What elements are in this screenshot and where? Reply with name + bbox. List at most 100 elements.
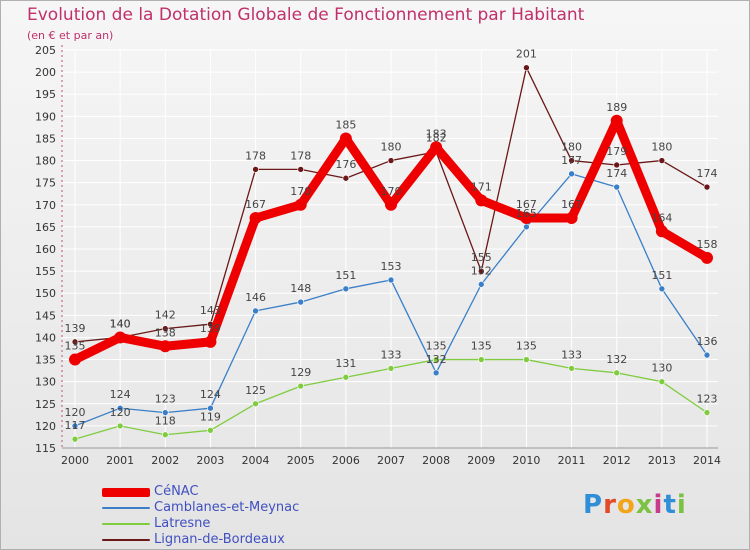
data-label: 123 (155, 393, 176, 406)
data-point (613, 161, 621, 169)
data-label: 125 (245, 384, 266, 397)
data-point (204, 335, 217, 348)
data-label: 124 (110, 388, 131, 401)
logo-letter: r (603, 490, 617, 520)
data-point (294, 198, 307, 211)
data-point (613, 369, 621, 377)
x-tick-label: 2002 (151, 454, 179, 467)
data-label: 120 (110, 406, 131, 419)
data-label: 139 (65, 322, 86, 335)
data-point (475, 194, 488, 207)
logo-letter: i (676, 490, 687, 520)
data-label: 174 (697, 167, 718, 180)
legend-swatch (102, 539, 150, 541)
data-point (658, 378, 666, 385)
data-label: 153 (381, 260, 402, 273)
data-point (159, 340, 172, 353)
data-point (703, 409, 711, 416)
data-point (520, 212, 533, 225)
data-point (703, 351, 711, 359)
data-label: 132 (606, 353, 627, 366)
data-point (249, 212, 262, 225)
data-point (568, 157, 575, 164)
data-point (114, 331, 127, 344)
y-tick-label: 120 (35, 420, 56, 433)
data-label: 129 (290, 366, 311, 379)
data-point (297, 298, 305, 306)
x-tick-label: 2011 (558, 454, 586, 467)
data-point (658, 157, 666, 164)
data-label: 180 (381, 141, 402, 154)
data-label: 136 (697, 335, 718, 348)
series-Latresne (71, 356, 711, 443)
y-tick-label: 190 (35, 110, 56, 123)
data-label: 178 (245, 149, 266, 162)
proxiti-logo: Proxiti (583, 490, 687, 520)
data-label: 139 (200, 322, 221, 335)
y-tick-label: 180 (35, 155, 56, 168)
y-tick-label: 165 (35, 221, 56, 234)
data-label: 119 (200, 410, 221, 423)
legend-label: CéNAC (154, 484, 199, 499)
legend-item: Lignan-de-Bordeaux (102, 532, 299, 548)
x-tick-label: 2010 (512, 454, 540, 467)
data-point (658, 285, 666, 293)
data-label: 138 (155, 326, 176, 339)
data-label: 123 (697, 393, 718, 406)
data-label: 155 (471, 251, 492, 264)
logo-letter: x (635, 490, 654, 520)
legend-label: Latresne (154, 516, 211, 531)
data-point (523, 223, 530, 231)
data-label: 132 (426, 353, 447, 366)
data-label: 180 (561, 141, 582, 154)
data-point (477, 356, 485, 363)
y-tick-label: 145 (35, 309, 56, 322)
data-label: 170 (381, 185, 402, 198)
chart-title: Evolution de la Dotation Globale de Fonc… (27, 5, 585, 25)
data-point (655, 225, 668, 238)
data-point (71, 338, 79, 346)
data-label: 167 (561, 198, 582, 211)
data-point (339, 132, 352, 145)
x-tick-label: 2003 (196, 454, 224, 467)
data-label: 151 (651, 269, 672, 282)
data-label: 140 (110, 317, 131, 330)
data-point (71, 422, 79, 430)
x-tick-label: 2007 (377, 454, 405, 467)
data-point (432, 356, 440, 363)
data-label: 140 (110, 317, 131, 330)
x-tick-label: 2013 (648, 454, 676, 467)
data-label: 177 (561, 154, 582, 167)
data-point (701, 251, 713, 264)
y-tick-label: 140 (35, 331, 56, 344)
data-label: 182 (426, 132, 447, 145)
data-label: 142 (155, 309, 176, 322)
data-point (116, 404, 124, 412)
data-point (568, 170, 575, 178)
legend-swatch (102, 507, 150, 509)
data-label: 178 (290, 149, 311, 162)
data-label: 165 (516, 207, 537, 220)
legend-item: CéNAC (102, 484, 299, 500)
x-tick-label: 2004 (242, 454, 270, 467)
data-label: 179 (606, 145, 627, 158)
y-tick-label: 155 (35, 265, 56, 278)
data-label: 183 (426, 127, 447, 140)
data-label: 171 (471, 180, 492, 193)
x-tick-label: 2001 (106, 454, 134, 467)
data-point (387, 276, 395, 284)
data-label: 133 (381, 348, 402, 361)
series-layer (69, 64, 713, 443)
data-point (161, 409, 169, 416)
y-tick-label: 170 (35, 199, 56, 212)
data-point (297, 166, 305, 173)
data-point (387, 157, 395, 164)
data-point (568, 365, 575, 372)
series-Lignan-de-Bordeaux (71, 64, 711, 346)
data-point (565, 212, 578, 225)
data-label: 170 (290, 185, 311, 198)
chart-subtitle: (en € et par an) (27, 29, 114, 42)
data-point (387, 365, 395, 372)
legend-swatch (102, 523, 150, 525)
